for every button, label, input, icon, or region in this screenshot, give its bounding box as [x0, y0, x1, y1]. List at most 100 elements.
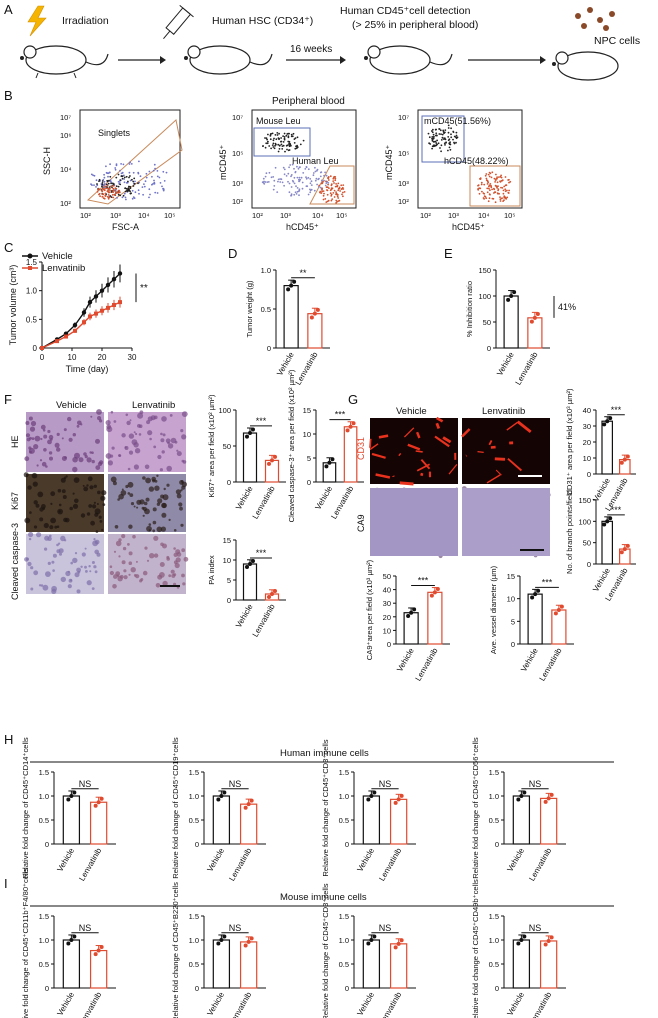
- nucleus: [163, 487, 166, 491]
- event-dot: [278, 137, 280, 140]
- event-dot: [268, 145, 271, 147]
- data-point: [509, 294, 514, 298]
- nucleus: [113, 420, 117, 423]
- data-point: [251, 559, 255, 564]
- event-dot: [453, 141, 455, 144]
- event-dot: [119, 179, 122, 182]
- nucleus: [155, 583, 161, 588]
- data-point: [396, 797, 401, 802]
- col-lenvatinib: Lenvatinib: [482, 406, 525, 417]
- tick-label: 0.5: [489, 960, 499, 969]
- event-dot: [307, 176, 310, 179]
- event-dot: [504, 176, 507, 178]
- event-dot: [502, 189, 505, 192]
- data-point: [93, 294, 99, 299]
- event-dot: [325, 180, 327, 183]
- flow-plot-singlets: Singlets FSC-A SSC-H 10² 10⁴ 10⁶ 10⁷ 10²…: [42, 109, 183, 232]
- event-dot: [103, 180, 106, 183]
- nucleus: [153, 535, 159, 541]
- tick-label: 1.0: [189, 936, 199, 945]
- chart-i3: 0 0.5 1.0 1.5 Vehicle Lenvatinib NS Relative fo…: [321, 883, 416, 1018]
- event-dot: [493, 187, 495, 190]
- nucleus: [130, 567, 136, 573]
- event-dot: [318, 177, 320, 180]
- nucleus: [110, 476, 117, 483]
- event-dot: [295, 147, 298, 150]
- nucleus: [151, 476, 156, 482]
- event-dot: [327, 199, 330, 202]
- panel-a: A Irradiation Human HSC (CD34⁺) 16: [4, 2, 640, 81]
- event-dot: [120, 163, 122, 165]
- data-point: [393, 945, 398, 950]
- nucleus: [118, 555, 121, 558]
- nucleus: [73, 477, 80, 483]
- category-label: Lenvatinib: [377, 846, 403, 883]
- nucleus: [167, 443, 174, 449]
- event-dot: [126, 189, 129, 192]
- data-point: [312, 311, 317, 316]
- event-dot: [309, 191, 312, 194]
- event-dot: [127, 185, 130, 188]
- tick-label: 1.0: [189, 792, 199, 801]
- event-dot: [491, 171, 494, 174]
- tick-label: 1.5: [489, 768, 499, 777]
- event-dot: [148, 196, 150, 199]
- data-point: [100, 308, 104, 313]
- event-dot: [299, 166, 301, 169]
- event-dot: [331, 198, 334, 201]
- event-dot: [102, 193, 105, 196]
- nucleus: [29, 426, 36, 432]
- nucleus: [133, 464, 139, 470]
- nucleus: [105, 420, 111, 426]
- bar: [212, 939, 231, 989]
- axis-label-y: Cleaved caspase-3⁺ area per field (x10² …: [287, 369, 296, 522]
- data-point: [81, 310, 87, 315]
- tick-label: 0: [511, 640, 515, 649]
- nucleus: [182, 582, 186, 586]
- data-point: [216, 797, 221, 802]
- event-dot: [326, 193, 329, 196]
- nucleus: [61, 437, 64, 440]
- axis-label-y: CA9⁺area per field (x10³ µm²): [365, 559, 374, 660]
- nucleus: [80, 565, 83, 568]
- nucleus: [153, 553, 159, 558]
- panel-label-g: G: [348, 392, 358, 407]
- event-dot: [145, 176, 148, 179]
- data-point: [243, 943, 248, 948]
- event-dot: [293, 167, 295, 170]
- tick: 10⁴: [478, 211, 490, 220]
- event-dot: [321, 187, 323, 190]
- tick-label: 1.5: [339, 912, 349, 921]
- event-dot: [307, 193, 310, 196]
- category-label: Lenvatinib: [414, 646, 440, 683]
- tick-label: 0: [495, 840, 499, 849]
- event-dot: [290, 193, 293, 196]
- tick-label: 1.0: [489, 936, 499, 945]
- nucleus: [68, 578, 73, 583]
- nucleus: [173, 560, 178, 565]
- bar: [512, 939, 531, 989]
- nucleus: [176, 449, 179, 452]
- event-dot: [293, 176, 296, 179]
- event-dot: [129, 175, 131, 177]
- row-cd31: CD31: [356, 437, 366, 460]
- axis-label-y: Tumor weight (g): [245, 280, 254, 338]
- data-point: [315, 307, 320, 312]
- data-point: [522, 790, 527, 795]
- sig-label: ***: [335, 410, 346, 420]
- event-dot: [290, 186, 293, 188]
- tick-label: 1.0: [39, 792, 49, 801]
- event-dot: [124, 196, 127, 199]
- nucleus: [80, 513, 86, 518]
- event-dot: [131, 197, 134, 200]
- nucleus: [63, 428, 67, 432]
- event-dot: [101, 180, 104, 182]
- event-dot: [107, 194, 110, 196]
- event-dot: [341, 193, 343, 196]
- event-dot: [107, 187, 110, 190]
- data-point: [549, 792, 554, 797]
- category-label: Vehicle: [234, 602, 255, 629]
- nucleus: [144, 464, 150, 470]
- data-point: [506, 297, 511, 302]
